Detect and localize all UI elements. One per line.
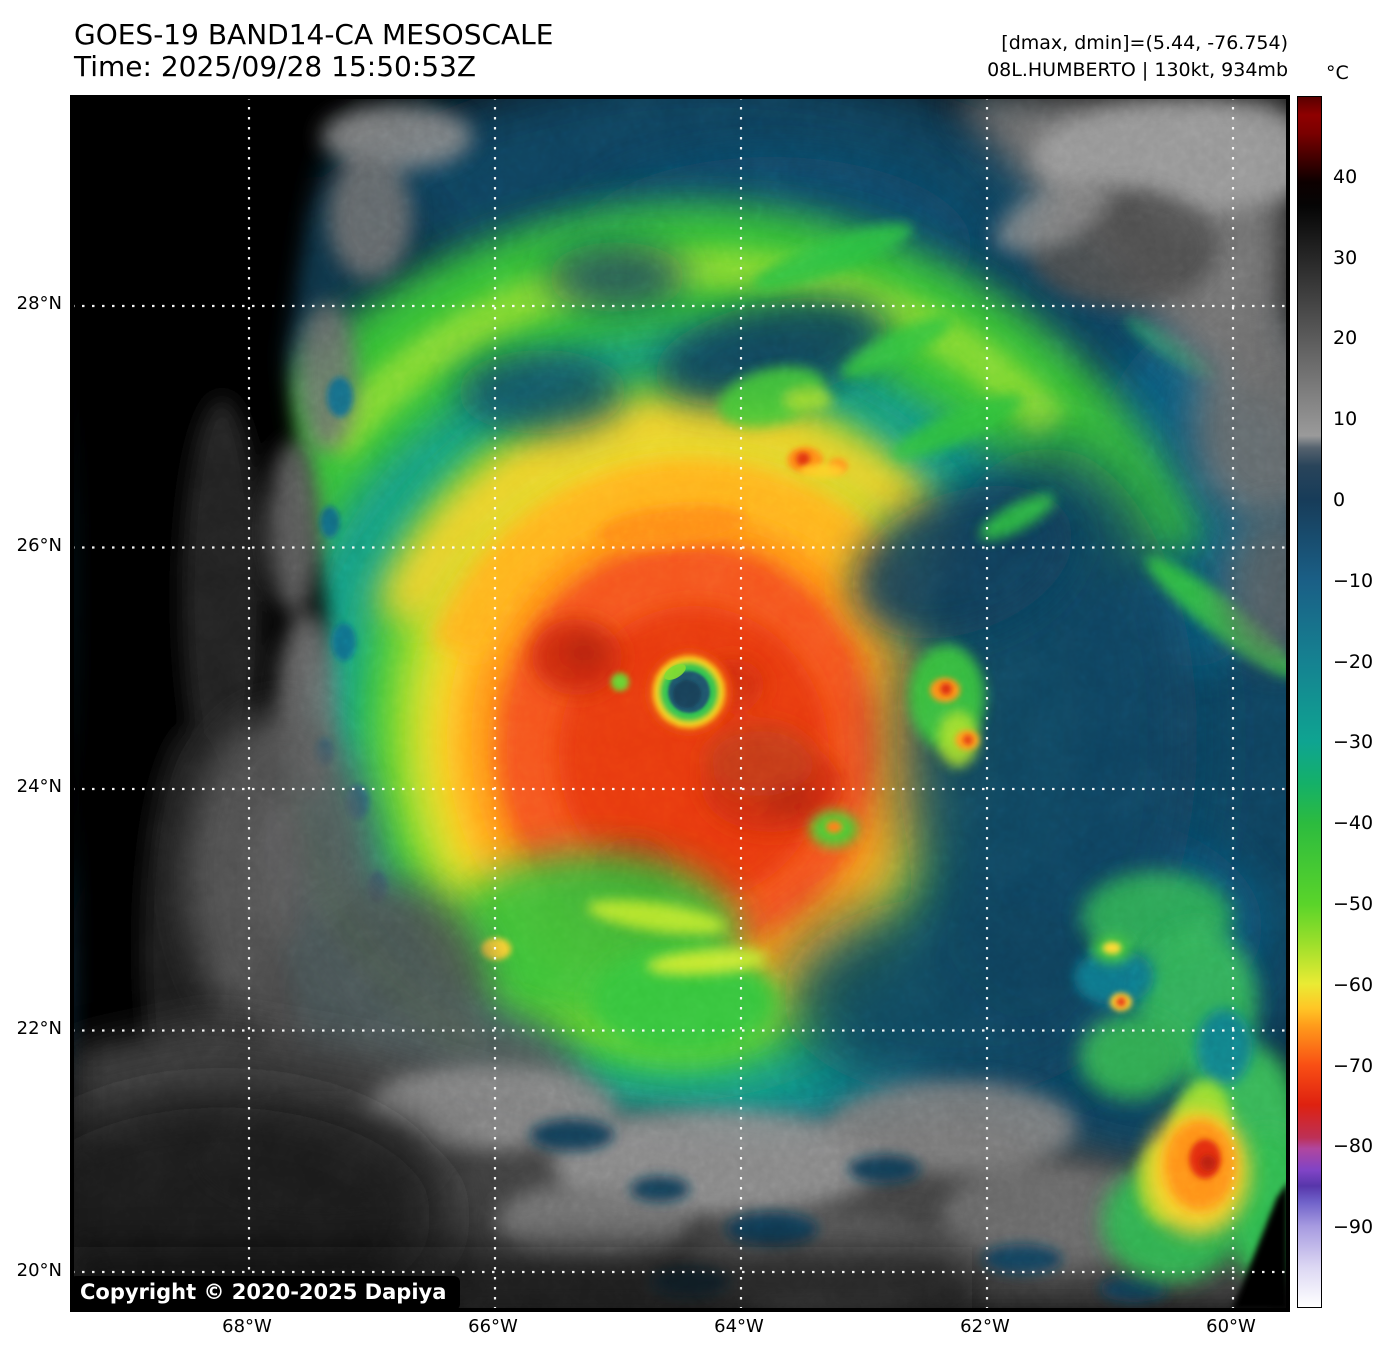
range-info: [dmax, dmin]=(5.44, -76.754) — [1001, 32, 1288, 54]
storm-info: 08L.HUMBERTO | 130kt, 934mb — [987, 59, 1288, 81]
page-title: GOES-19 BAND14-CA MESOSCALE — [74, 18, 554, 51]
lat-label-26n: 26°N — [16, 535, 62, 556]
colorbar-tick: 30 — [1333, 247, 1358, 269]
satellite-map-panel — [70, 95, 1290, 1312]
timestamp: Time: 2025/09/28 15:50:53Z — [74, 50, 477, 83]
lat-label-22n: 22°N — [16, 1018, 62, 1039]
lon-label-66w: 66°W — [468, 1316, 518, 1337]
colorbar-tick: −90 — [1333, 1216, 1374, 1238]
colorbar-tick: −10 — [1333, 570, 1374, 592]
lat-label-20n: 20°N — [16, 1260, 62, 1281]
colorbar-tick: 40 — [1333, 166, 1358, 188]
colorbar-unit-label: °C — [1326, 62, 1349, 84]
colorbar-tick: −50 — [1333, 893, 1374, 915]
colorbar-tick: −20 — [1333, 651, 1374, 673]
title-block: GOES-19 BAND14-CA MESOSCALE Time: 2025/0… — [74, 19, 553, 83]
colorbar-tick: −60 — [1333, 974, 1374, 996]
colorbar-tick: −70 — [1333, 1055, 1374, 1077]
grid-lines — [72, 97, 1288, 1310]
colorbar-gradient — [1297, 96, 1322, 1308]
lon-label-68w: 68°W — [222, 1316, 272, 1337]
colorbar-tick: −40 — [1333, 812, 1374, 834]
lon-label-60w: 60°W — [1206, 1316, 1256, 1337]
colorbar-tick: −80 — [1333, 1135, 1374, 1157]
lat-label-28n: 28°N — [16, 293, 62, 314]
satellite-imagery — [72, 97, 1288, 1310]
colorbar-tick: 20 — [1333, 327, 1358, 349]
colorbar-tick: 10 — [1333, 408, 1358, 430]
colorbar-tick: −30 — [1333, 731, 1374, 753]
lat-label-24n: 24°N — [16, 776, 62, 797]
colorbar-tick: 0 — [1333, 489, 1346, 511]
lon-label-62w: 62°W — [960, 1316, 1010, 1337]
copyright-badge: Copyright © 2020-2025 Dapiya — [70, 1276, 461, 1310]
lon-label-64w: 64°W — [714, 1316, 764, 1337]
info-block: [dmax, dmin]=(5.44, -76.754) 08L.HUMBERT… — [987, 30, 1288, 84]
